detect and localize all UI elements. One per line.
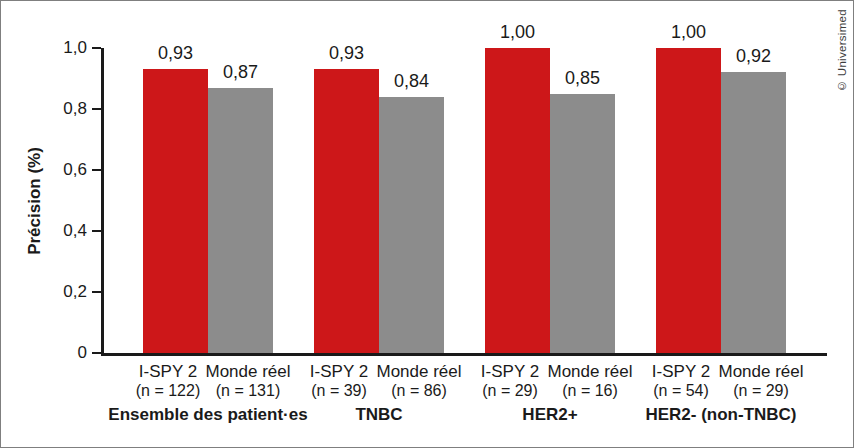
y-tick-mark bbox=[92, 352, 101, 354]
bar-i-spy-2 bbox=[485, 48, 550, 353]
x-axis-line bbox=[101, 353, 827, 356]
sample-size-label: (n = 86) bbox=[391, 382, 447, 400]
bar-i-spy-2 bbox=[314, 69, 379, 353]
y-tick-mark bbox=[92, 47, 101, 49]
y-tick-mark bbox=[92, 169, 101, 171]
sample-size-label: (n = 131) bbox=[216, 382, 280, 400]
sample-size-label: (n = 54) bbox=[653, 382, 709, 400]
bar-value-label: 0,93 bbox=[329, 43, 364, 63]
group-label-tnbc: TNBC bbox=[355, 405, 402, 425]
series-label-i-spy-2: I-SPY 2 bbox=[652, 362, 710, 381]
y-tick-label: 0,8 bbox=[1, 99, 87, 119]
series-label-i-spy-2: I-SPY 2 bbox=[481, 362, 539, 381]
bar-monde-r-el bbox=[379, 97, 444, 353]
y-tick-label: 0,4 bbox=[1, 221, 87, 241]
sample-size-label: (n = 16) bbox=[562, 382, 618, 400]
sample-size-label: (n = 122) bbox=[136, 382, 200, 400]
copyright-credit: © Universimed bbox=[836, 9, 848, 92]
bar-i-spy-2 bbox=[656, 48, 721, 353]
group-label-her2: HER2+ bbox=[522, 405, 577, 425]
bar-value-label: 0,92 bbox=[736, 46, 771, 66]
group-label-ensemble-des-patient-es: Ensemble des patient·es bbox=[108, 405, 307, 425]
bar-value-label: 1,00 bbox=[500, 22, 535, 42]
bar-monde-r-el bbox=[550, 94, 615, 353]
series-label-monde-r-el: Monde réel bbox=[547, 362, 632, 381]
series-label-i-spy-2: I-SPY 2 bbox=[139, 362, 197, 381]
y-tick-label: 1,0 bbox=[1, 38, 87, 58]
y-tick-label: 0,2 bbox=[1, 282, 87, 302]
sample-size-label: (n = 29) bbox=[482, 382, 538, 400]
bar-i-spy-2 bbox=[143, 69, 208, 353]
y-tick-label: 0,6 bbox=[1, 160, 87, 180]
series-label-monde-r-el: Monde réel bbox=[718, 362, 803, 381]
bar-monde-r-el bbox=[208, 88, 273, 353]
bar-value-label: 0,93 bbox=[158, 43, 193, 63]
bar-value-label: 0,84 bbox=[394, 71, 429, 91]
y-axis-line bbox=[101, 48, 104, 353]
series-label-monde-r-el: Monde réel bbox=[205, 362, 290, 381]
bar-monde-r-el bbox=[721, 72, 786, 353]
sample-size-label: (n = 29) bbox=[733, 382, 789, 400]
series-label-monde-r-el: Monde réel bbox=[376, 362, 461, 381]
y-tick-label: 0 bbox=[1, 343, 87, 363]
y-tick-mark bbox=[92, 108, 101, 110]
bar-value-label: 0,85 bbox=[565, 68, 600, 88]
chart-panel: Précision (%) © Universimed 00,20,40,60,… bbox=[0, 0, 854, 448]
y-tick-mark bbox=[92, 230, 101, 232]
bar-value-label: 1,00 bbox=[671, 22, 706, 42]
group-label-her2-non-tnbc: HER2- (non-TNBC) bbox=[645, 405, 796, 425]
sample-size-label: (n = 39) bbox=[311, 382, 367, 400]
bar-value-label: 0,87 bbox=[223, 62, 258, 82]
series-label-i-spy-2: I-SPY 2 bbox=[310, 362, 368, 381]
y-tick-mark bbox=[92, 291, 101, 293]
